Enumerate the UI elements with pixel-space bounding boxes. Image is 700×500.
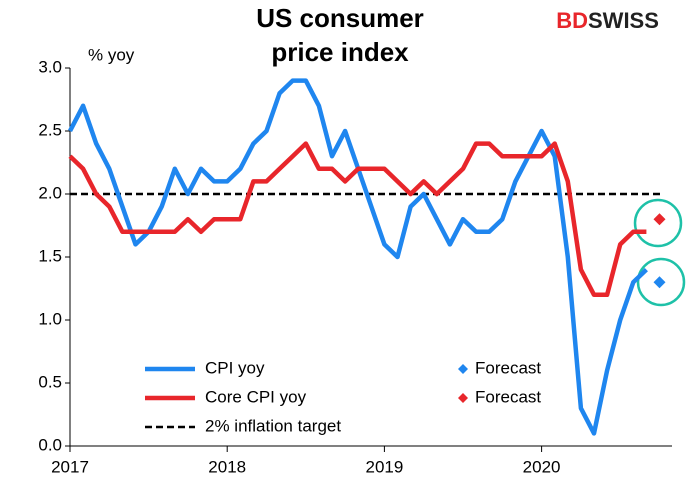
forecast-marker (653, 276, 666, 289)
series-line (68, 141, 647, 298)
y-tick-label: 1.0 (38, 309, 62, 328)
y-tick-label: 0.0 (38, 435, 62, 454)
x-tick-label: 2017 (51, 457, 89, 476)
y-tick-label: 0.5 (38, 372, 62, 391)
legend-swatch (458, 393, 468, 403)
chart-title: US consumer (256, 3, 424, 33)
highlight-circle (633, 198, 683, 248)
logo: BD (556, 8, 588, 33)
x-tick-label: 2018 (208, 457, 246, 476)
logo: SWISS (588, 8, 659, 33)
legend-swatch (458, 364, 468, 374)
x-tick-label: 2020 (523, 457, 561, 476)
chart-title: price index (271, 37, 409, 67)
x-tick-label: 2019 (365, 457, 403, 476)
legend-label: 2% inflation target (205, 416, 341, 435)
legend-label: Forecast (475, 358, 541, 377)
forecast-marker (653, 213, 666, 226)
legend-label: CPI yoy (205, 358, 265, 377)
y-tick-label: 3.0 (38, 57, 62, 76)
highlight-circle (636, 257, 686, 307)
legend-label: Core CPI yoy (205, 387, 307, 406)
y-axis-label: % yoy (88, 45, 135, 64)
y-tick-label: 2.5 (38, 120, 62, 139)
y-tick-label: 1.5 (38, 246, 62, 265)
legend-label: Forecast (475, 387, 541, 406)
y-tick-label: 2.0 (38, 183, 62, 202)
